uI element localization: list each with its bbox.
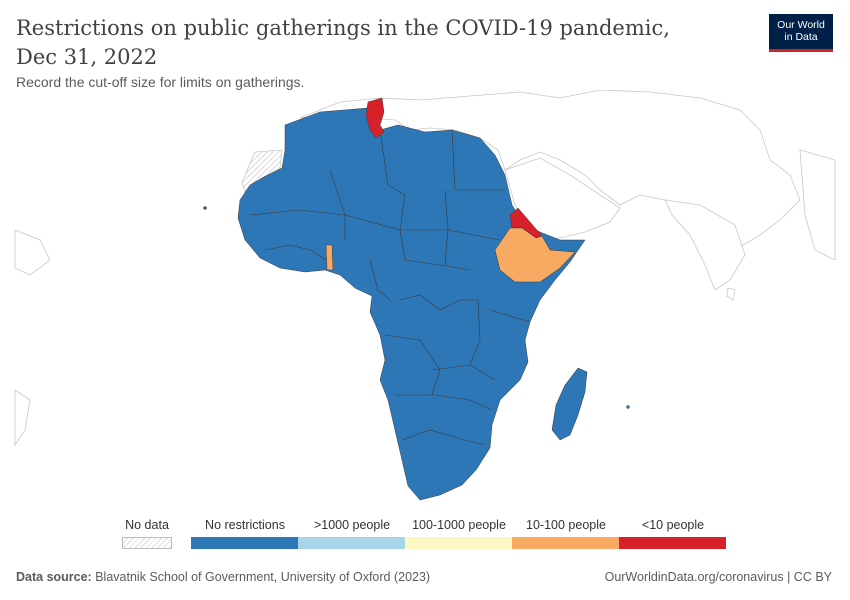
legend-swatch-1[interactable]: [298, 537, 405, 549]
border-algeria-libya: [379, 129, 406, 196]
mauritius: [626, 405, 630, 409]
border-sahel: [249, 209, 501, 241]
legend-label-1: >1000 people: [313, 518, 391, 532]
border-south-africa: [401, 429, 486, 446]
legend-swatch-2[interactable]: [405, 537, 512, 549]
data-source: Data source: Blavatnik School of Governm…: [16, 570, 430, 584]
cape-verde: [203, 206, 207, 210]
sri-lanka: [726, 287, 736, 301]
logo-line-2: in Data: [784, 31, 818, 43]
africa-countries: [203, 97, 630, 501]
legend-no-data-swatch[interactable]: [122, 537, 172, 549]
madagascar: [551, 367, 588, 441]
legend-label-4: <10 people: [641, 518, 705, 532]
africa-mainland: [237, 107, 586, 501]
data-source-label: Data source:: [16, 570, 92, 584]
legend-no-data-label: No data: [125, 518, 169, 532]
togo: [325, 244, 334, 271]
border-southern: [395, 394, 493, 411]
chart-title: Restrictions on public gatherings in the…: [16, 16, 670, 69]
chart-subtitle: Record the cut-off size for limits on ga…: [16, 74, 305, 90]
legend-swatch-0[interactable]: [191, 537, 298, 549]
africa-map: [14, 90, 836, 501]
border-west-coast: [264, 244, 331, 263]
tunisia: [365, 97, 385, 139]
legend: No data No restrictions >1000 people 100…: [0, 515, 850, 555]
border-kenya-tanzania: [489, 309, 531, 323]
border-zambia: [431, 364, 496, 381]
legend-label-0: No restrictions: [205, 518, 285, 532]
logo-line-1: Our World: [777, 19, 825, 31]
footer-link[interactable]: OurWorldinData.org/coronavirus | CC BY: [604, 570, 832, 584]
border-congo-drc: [399, 294, 478, 311]
border-nigeria-cameroon: [369, 259, 391, 301]
legend-swatch-4[interactable]: [619, 537, 726, 549]
legend-label-2: 100-1000 people: [412, 518, 506, 532]
border-car: [404, 259, 471, 271]
east-asia-edge: [799, 149, 836, 261]
legend-swatch-3[interactable]: [512, 537, 619, 549]
india-outline: [664, 199, 746, 291]
data-source-text[interactable]: Blavatnik School of Government, Universi…: [95, 570, 431, 584]
border-angola: [384, 334, 441, 396]
south-america-tip: [14, 229, 51, 276]
ethiopia: [494, 227, 576, 283]
legend-label-3: 10-100 people: [526, 518, 606, 532]
owid-logo[interactable]: Our World in Data: [769, 14, 833, 52]
border-drc-east: [469, 299, 481, 366]
south-america-south: [14, 389, 31, 447]
border-libya-egypt: [451, 129, 456, 191]
